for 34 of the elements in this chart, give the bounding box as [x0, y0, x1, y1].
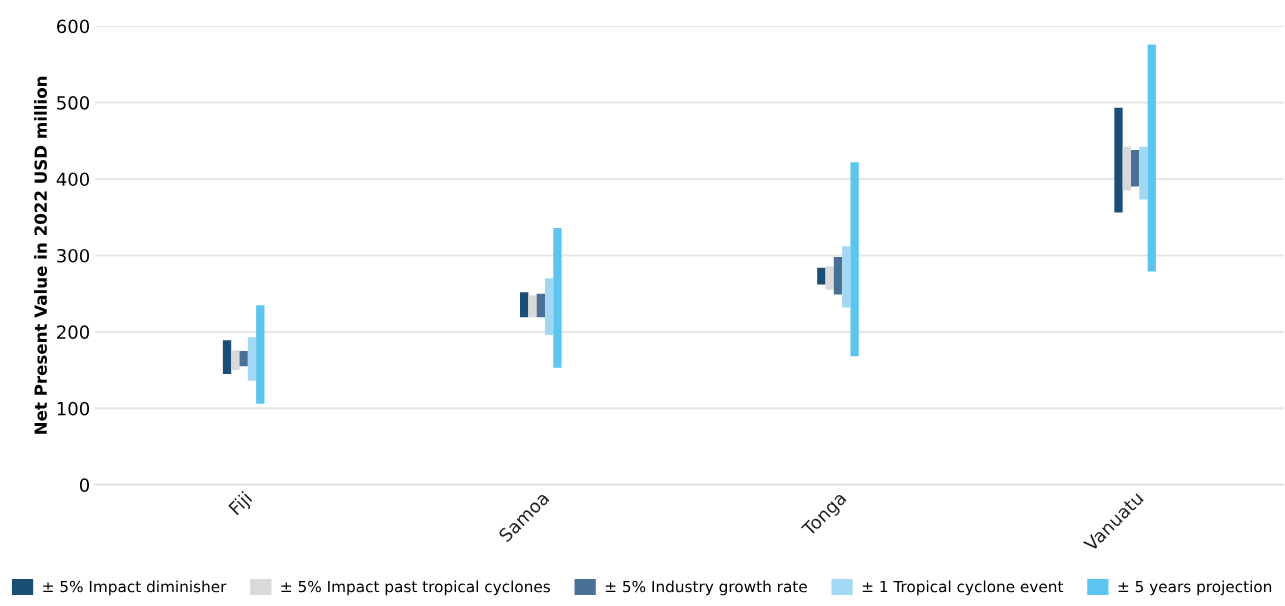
legend-label: ± 5% Impact diminisher [43, 580, 227, 596]
bar [544, 278, 554, 335]
y-tick-label: 0 [79, 478, 90, 492]
bar [247, 337, 257, 381]
y-tick-label: 100 [57, 401, 90, 416]
bar [553, 227, 562, 368]
bar [222, 340, 232, 374]
legend-label: ± 5% Impact past tropical cyclones [281, 580, 551, 596]
y-tick-label: 400 [56, 172, 90, 187]
y-tick-label: 500 [57, 95, 90, 110]
bar [842, 246, 851, 308]
bar [1139, 146, 1148, 200]
y-tick-label: 600 [57, 19, 90, 34]
bar [1114, 107, 1123, 213]
legend-label: ± 1 Tropical cyclone event [862, 580, 1064, 596]
bar [239, 351, 248, 367]
bar [833, 256, 843, 295]
bar [825, 266, 834, 290]
bar [1130, 149, 1140, 187]
bar [520, 292, 529, 318]
bar [1122, 146, 1131, 191]
y-tick-label: 300 [57, 248, 90, 263]
legend-label: ± 5 years projection [1118, 580, 1272, 596]
bar [536, 293, 545, 318]
bar [528, 295, 537, 318]
bar [256, 305, 265, 404]
y-tick-label: 200 [57, 325, 90, 339]
bar [850, 162, 859, 357]
x-tick-label: Fiji [227, 490, 255, 518]
legend-label: ± 5% Industry growth rate [605, 580, 807, 596]
bar [1147, 44, 1156, 272]
y-axis-title: Net Present Value in 2022 USD million [34, 76, 47, 434]
bar [231, 350, 240, 371]
bar [817, 267, 826, 285]
